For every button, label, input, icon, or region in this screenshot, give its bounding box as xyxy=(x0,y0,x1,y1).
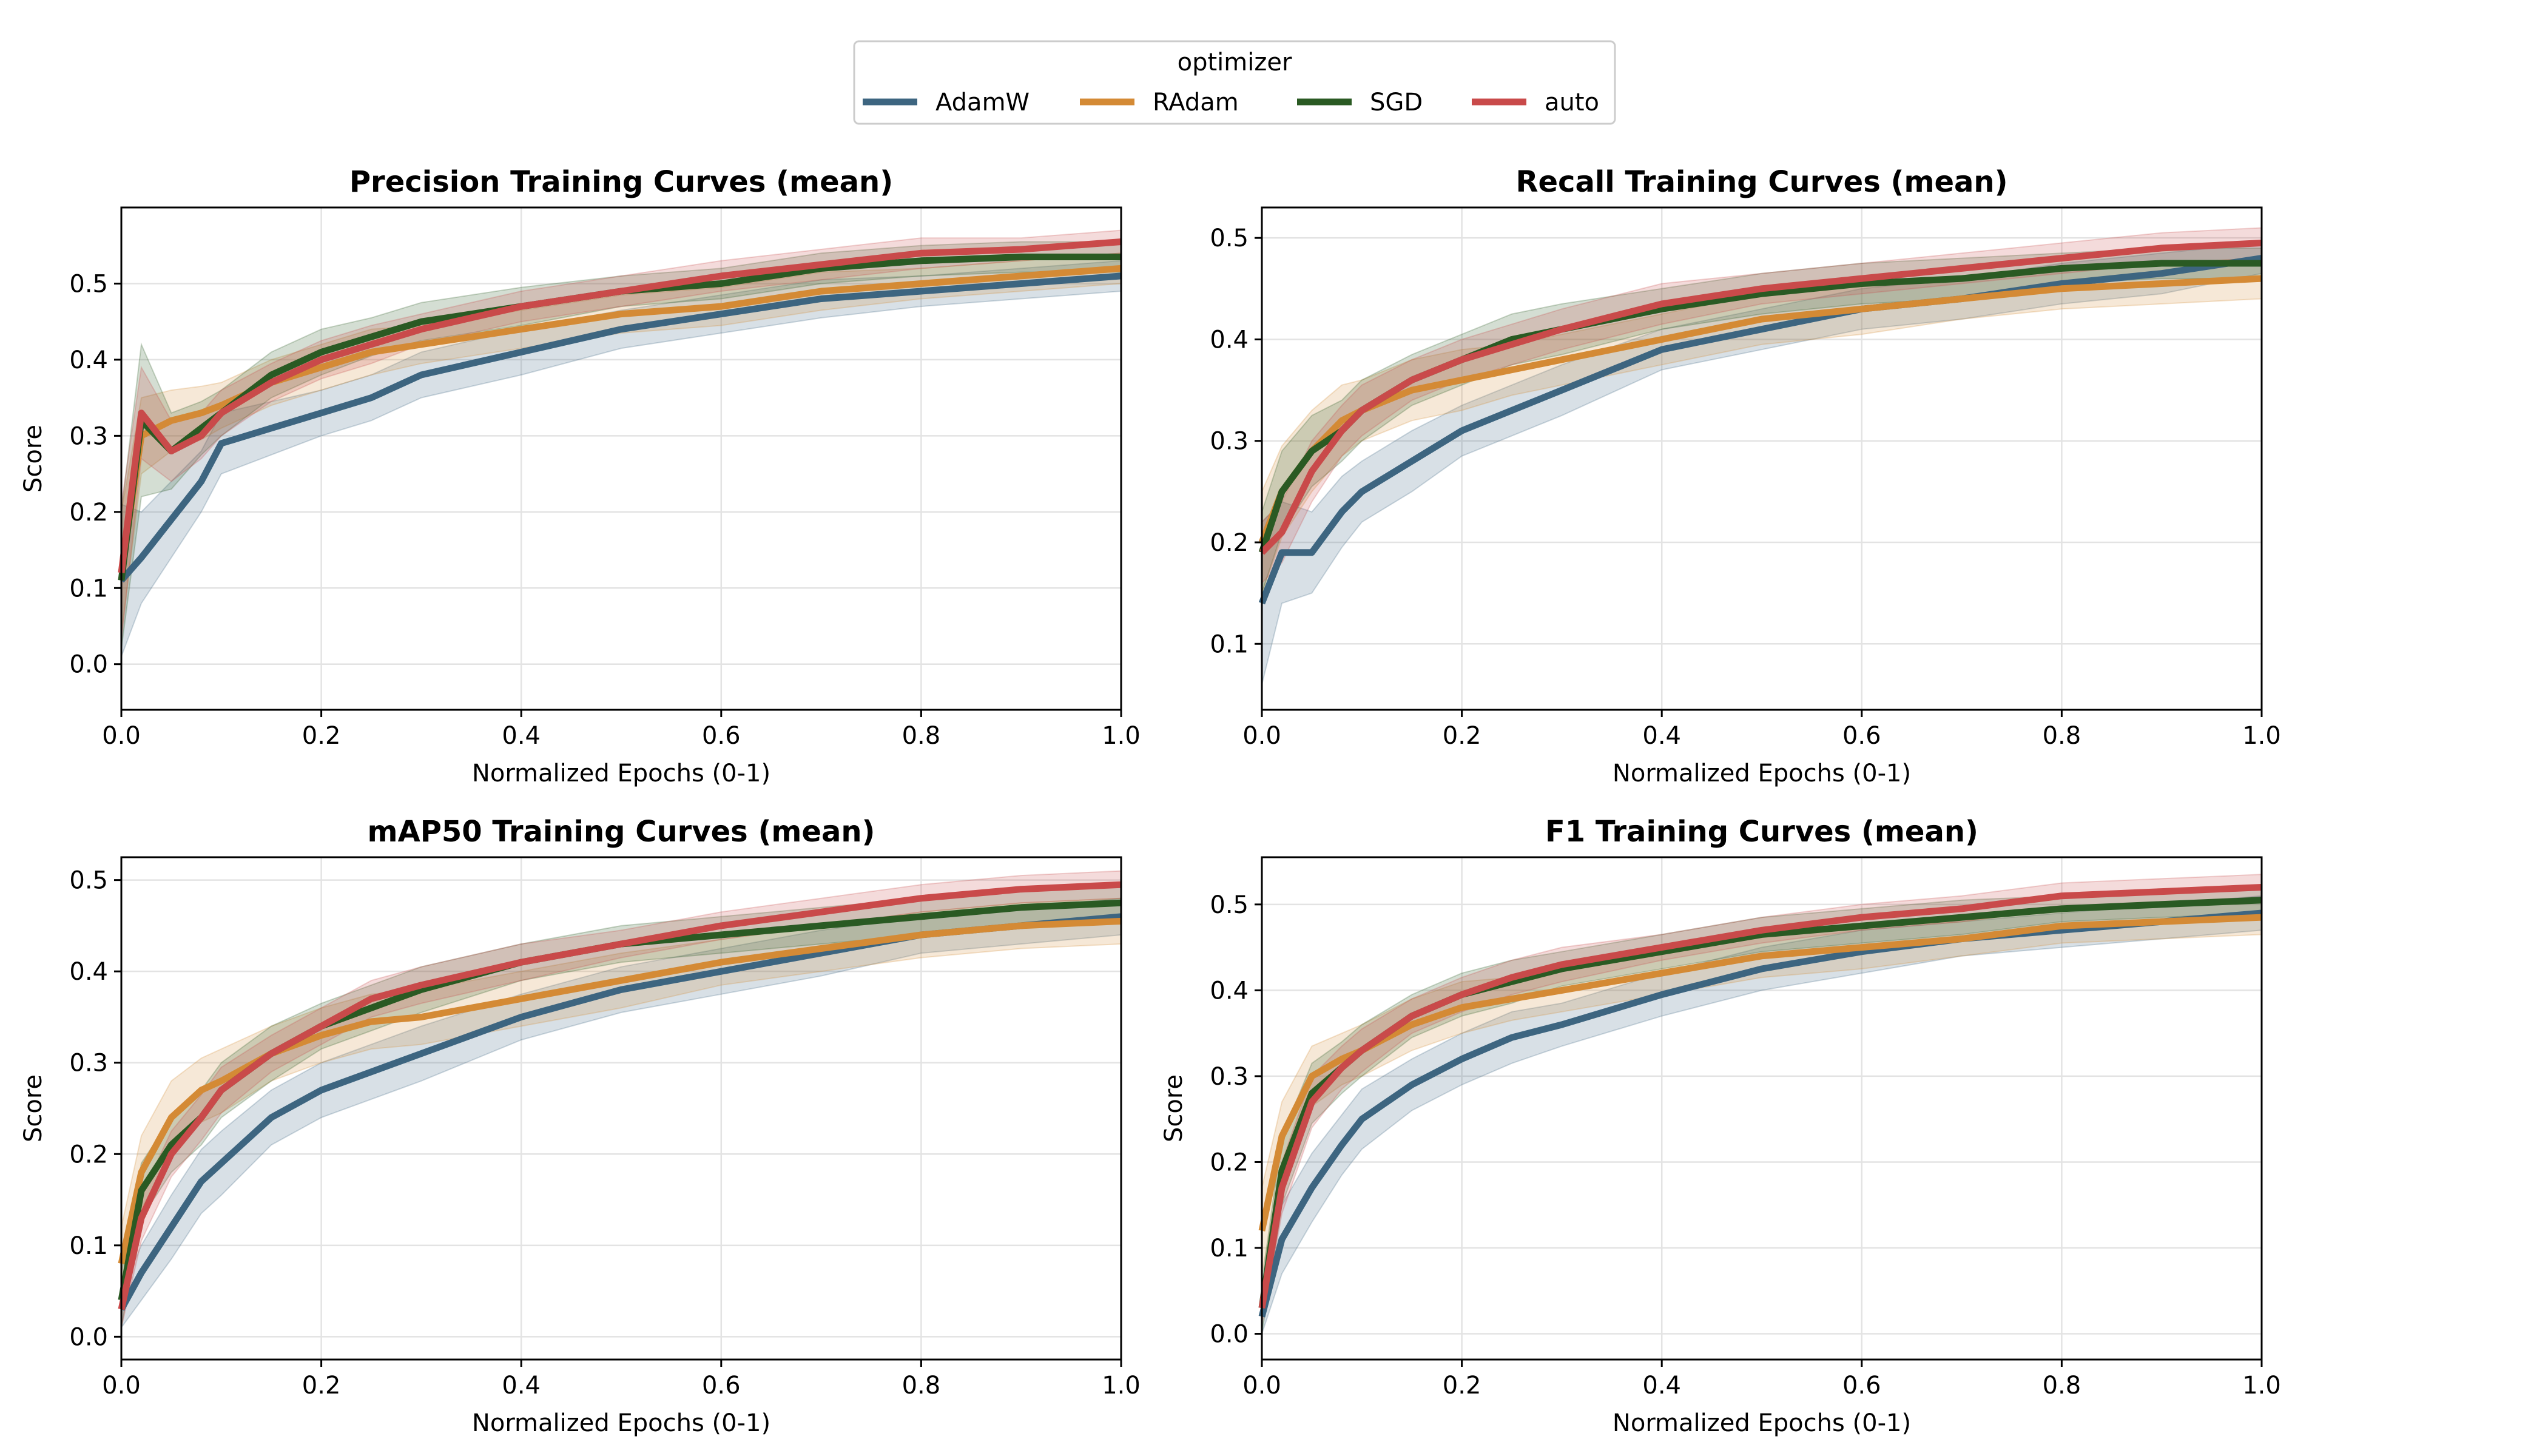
recall-x-tick-label: 0.4 xyxy=(1642,722,1681,750)
precision-x-tick-label: 0.4 xyxy=(502,722,541,750)
map50-x-tick-label: 0.8 xyxy=(902,1372,941,1400)
map50-x-tick-label: 0.4 xyxy=(502,1372,541,1400)
f1-x-tick-label: 1.0 xyxy=(2242,1372,2281,1400)
precision-line-radam xyxy=(118,265,1122,573)
precision-x-tick-label: 1.0 xyxy=(1102,722,1141,750)
recall-line-radam xyxy=(1258,275,2262,544)
recall-y-tick-label: 0.1 xyxy=(1210,630,1249,658)
f1-x-tick-label: 0.8 xyxy=(2043,1372,2081,1400)
legend-title: optimizer xyxy=(1178,49,1292,76)
precision-x-axis-label: Normalized Epochs (0-1) xyxy=(472,760,770,787)
legend-entry-sgd: SGD xyxy=(1297,89,1423,116)
f1-plot-area xyxy=(1262,857,2262,1360)
precision-line-sgd xyxy=(118,254,1121,581)
map50-x-tick-label: 1.0 xyxy=(1102,1372,1141,1400)
precision-x-tick-label: 0.2 xyxy=(302,722,341,750)
f1-x-tick-label: 0.6 xyxy=(1842,1372,1881,1400)
f1-y-tick-label: 0.3 xyxy=(1210,1063,1249,1091)
recall-x-tick-label: 1.0 xyxy=(2242,722,2281,750)
recall-y-tick-label: 0.3 xyxy=(1210,428,1249,456)
map50-x-axis-label: Normalized Epochs (0-1) xyxy=(472,1409,770,1437)
legend-label-auto: auto xyxy=(1545,89,1599,116)
map50-chart-panel: 0.0 0.2 0.4 0.6 0.8 1.0 0.0 0.1 0.2 0.3 0.4 0.5 mAP5… xyxy=(19,815,1141,1437)
map50-y-tick-label: 0.4 xyxy=(69,958,108,986)
map50-chart-title: mAP50 Training Curves (mean) xyxy=(368,815,875,849)
recall-x-axis-label: Normalized Epochs (0-1) xyxy=(1613,760,1911,787)
precision-axes-frame xyxy=(120,206,1122,711)
f1-line-radam xyxy=(1258,914,2262,1232)
f1-chart-title: F1 Training Curves (mean) xyxy=(1545,815,1978,849)
recall-x-tick-label: 0.0 xyxy=(1242,722,1281,750)
f1-x-axis-label: Normalized Epochs (0-1) xyxy=(1613,1409,1911,1437)
f1-chart-panel: 0.0 0.2 0.4 0.6 0.8 1.0 0.0 0.1 0.2 0.3 0.4 0.5 F1 T… xyxy=(1160,815,2281,1437)
legend-label-adamw: AdamW xyxy=(935,89,1030,116)
f1-y-tick-label: 0.4 xyxy=(1210,977,1249,1005)
precision-y-tick-label: 0.3 xyxy=(69,422,108,450)
precision-x-tick-label: 0.8 xyxy=(902,722,941,750)
recall-line-auto xyxy=(1259,240,2262,555)
precision-y-tick-label: 0.4 xyxy=(69,346,108,374)
f1-y-tick-label: 0.0 xyxy=(1210,1321,1249,1349)
precision-y-axis-label: Score xyxy=(19,425,47,493)
recall-axes-frame xyxy=(1261,206,2263,711)
map50-x-tick-label: 0.0 xyxy=(102,1372,141,1400)
f1-x-tick-label: 0.0 xyxy=(1242,1372,1281,1400)
f1-x-tick-label: 0.4 xyxy=(1642,1372,1681,1400)
recall-x-tick-label: 0.6 xyxy=(1842,722,1881,750)
recall-y-tick-label: 0.4 xyxy=(1210,326,1249,354)
map50-y-axis-label: Score xyxy=(19,1074,47,1142)
map50-y-tick-label: 0.0 xyxy=(69,1323,108,1351)
legend-frame xyxy=(853,40,1616,125)
precision-y-tick-label: 0.0 xyxy=(69,651,108,679)
map50-line-radam xyxy=(118,917,1122,1265)
legend-entry-auto: auto xyxy=(1472,89,1599,116)
map50-axes-frame xyxy=(120,856,1122,1361)
recall-y-tick-label: 0.5 xyxy=(1210,224,1249,252)
legend-label-radam: RAdam xyxy=(1153,89,1239,116)
precision-chart-panel: 0.0 0.2 0.4 0.6 0.8 1.0 0.0 0.1 0.2 0.3 0.4 0.5 Prec… xyxy=(19,165,1141,787)
legend: optimizer AdamW RAdam SGD auto xyxy=(853,40,1616,125)
precision-x-tick-label: 0.6 xyxy=(702,722,741,750)
precision-y-tick-label: 0.5 xyxy=(69,270,108,298)
map50-y-tick-label: 0.5 xyxy=(69,867,108,895)
map50-y-tick-label: 0.1 xyxy=(69,1232,108,1260)
f1-y-tick-label: 0.1 xyxy=(1210,1235,1249,1262)
recall-y-tick-label: 0.2 xyxy=(1210,529,1249,557)
map50-line-auto xyxy=(118,881,1122,1310)
precision-y-tick-label: 0.2 xyxy=(69,499,108,527)
precision-y-tick-label: 0.1 xyxy=(69,575,108,602)
precision-chart-title: Precision Training Curves (mean) xyxy=(349,165,893,199)
map50-y-tick-label: 0.3 xyxy=(69,1050,108,1077)
precision-line-auto xyxy=(118,238,1122,573)
f1-axes-frame xyxy=(1261,856,2263,1361)
recall-x-tick-label: 0.2 xyxy=(1443,722,1481,750)
legend-entry-adamw: AdamW xyxy=(863,89,1030,116)
f1-x-tick-label: 0.2 xyxy=(1443,1372,1481,1400)
map50-x-tick-label: 0.6 xyxy=(702,1372,741,1400)
recall-chart-title: Recall Training Curves (mean) xyxy=(1515,165,2007,199)
recall-chart-panel: 0.0 0.2 0.4 0.6 0.8 1.0 0.1 0.2 0.3 0.4 0.5 Recall … xyxy=(1210,165,2280,787)
f1-y-axis-label: Score xyxy=(1160,1074,1188,1142)
precision-line-adamw xyxy=(118,272,1122,583)
legend-label-sgd: SGD xyxy=(1370,89,1423,116)
recall-x-tick-label: 0.8 xyxy=(2043,722,2081,750)
precision-x-tick-label: 0.0 xyxy=(102,722,141,750)
legend-entry-radam: RAdam xyxy=(1080,89,1239,116)
map50-x-tick-label: 0.2 xyxy=(302,1372,341,1400)
f1-line-auto xyxy=(1258,884,2262,1309)
map50-y-tick-label: 0.2 xyxy=(69,1141,108,1168)
f1-y-tick-label: 0.5 xyxy=(1210,891,1249,919)
f1-y-tick-label: 0.2 xyxy=(1210,1148,1249,1176)
